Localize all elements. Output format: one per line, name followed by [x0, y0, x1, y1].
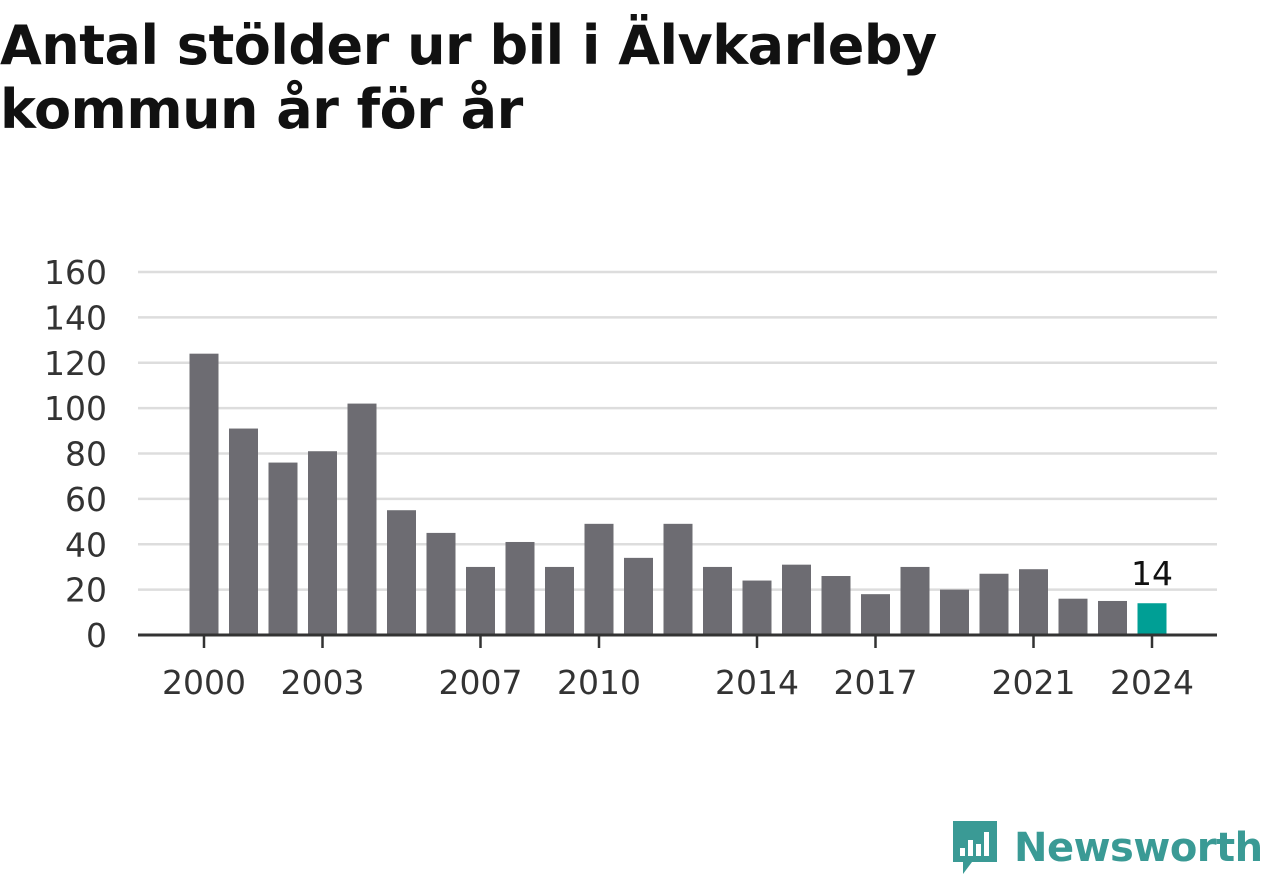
y-tick-label: 60 — [65, 480, 107, 519]
bar-2001 — [229, 428, 258, 635]
x-tick-label: 2017 — [834, 663, 918, 702]
y-tick-label: 140 — [44, 298, 107, 337]
bar-2016 — [821, 576, 851, 635]
bar-2023 — [1098, 600, 1127, 635]
bar-2021 — [1019, 569, 1048, 635]
highlight-value-label: 14 — [1131, 554, 1173, 593]
y-tick-label: 80 — [65, 435, 107, 474]
bar-2012 — [663, 523, 693, 635]
gridlines — [138, 270, 1217, 591]
bar-2017 — [861, 594, 890, 635]
x-tick-label: 2014 — [715, 663, 799, 702]
bar-2011 — [624, 557, 653, 635]
newsworthy-logo[interactable]: Newsworthy — [950, 818, 1262, 878]
bar-2019 — [940, 589, 969, 635]
bar-2014 — [742, 580, 772, 635]
bar-2005 — [387, 510, 416, 635]
x-tick-label: 2010 — [557, 663, 641, 702]
bar-2009 — [545, 566, 574, 635]
y-tick-label: 40 — [65, 525, 107, 564]
y-tick-label: 20 — [65, 571, 107, 610]
bar-2000 — [189, 353, 219, 635]
bar-2007 — [466, 566, 495, 635]
brand-name: Newsworthy — [1014, 825, 1262, 871]
y-tick-label: 160 — [44, 253, 107, 292]
y-tick-label: 120 — [44, 344, 107, 383]
bar-2013 — [703, 566, 732, 635]
chart-title: Antal stölder ur bil i Älvkarleby kommun… — [0, 14, 937, 141]
x-tick-label: 2021 — [992, 663, 1076, 702]
x-axis-ticks: 2000 2003 2007 2010 2014 2017 2021 2024 — [162, 635, 1194, 702]
bar-2022 — [1058, 598, 1088, 635]
bar-2004 — [347, 403, 377, 635]
bar-2018 — [900, 566, 930, 635]
x-tick-label: 2003 — [281, 663, 365, 702]
y-tick-label: 0 — [86, 616, 107, 655]
newsworthy-logo-icon — [953, 821, 997, 874]
x-tick-label: 2024 — [1110, 663, 1194, 702]
x-tick-label: 2000 — [162, 663, 246, 702]
bar-2008 — [505, 541, 535, 635]
bars — [189, 353, 1167, 635]
x-tick-label: 2007 — [439, 663, 523, 702]
bar-2010 — [584, 523, 614, 635]
bar-2006 — [426, 532, 456, 635]
data-labels: 14 — [1131, 554, 1173, 593]
bar-2003 — [308, 451, 337, 635]
bar-2020 — [979, 573, 1009, 635]
y-axis-ticks: 0 20 40 60 80 100 120 140 160 — [44, 253, 107, 655]
bar-2015 — [782, 564, 811, 635]
y-tick-label: 100 — [44, 389, 107, 428]
bar-2002 — [268, 462, 298, 635]
bar-2024 — [1137, 603, 1167, 635]
